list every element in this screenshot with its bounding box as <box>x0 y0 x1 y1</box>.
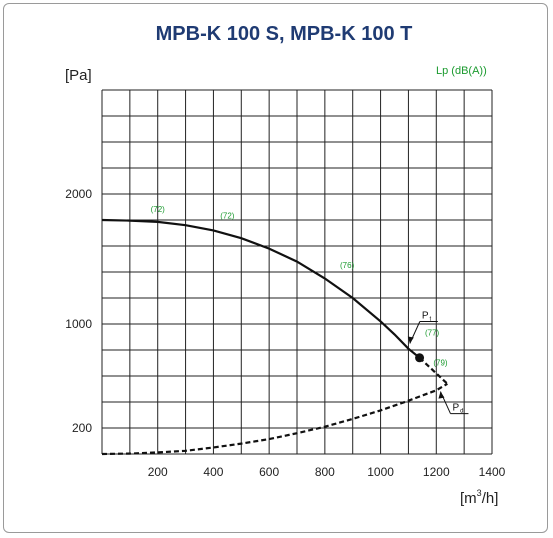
x-tick-label: 1200 <box>423 465 450 479</box>
y-tick-label: 200 <box>72 421 92 435</box>
x-tick-label: 400 <box>203 465 223 479</box>
pd-label: Pd <box>452 403 463 415</box>
pd-arrowhead <box>438 391 445 399</box>
noise-label: Lp (dB(A)) <box>436 65 487 77</box>
x-tick-label: 200 <box>148 465 168 479</box>
noise-annotation: (72) <box>151 205 166 214</box>
pt-arrowhead <box>407 336 414 344</box>
y-tick-labels: 2000 1000 200 <box>65 187 92 435</box>
operating-point <box>415 353 425 363</box>
x-tick-label: 800 <box>315 465 335 479</box>
series-pt <box>101 218 421 359</box>
y-tick-label: 2000 <box>65 187 92 201</box>
x-tick-label: 600 <box>259 465 279 479</box>
chart-title: MPB-K 100 S, MPB-K 100 T <box>156 23 413 45</box>
series-pd <box>101 382 448 456</box>
y-axis-label: [Pa] <box>65 67 92 84</box>
chart-frame <box>3 3 548 533</box>
x-tick-labels: 200 400 600 800 1000 1200 1400 <box>148 465 506 479</box>
grid <box>101 89 493 455</box>
noise-annotation: (79) <box>433 359 448 368</box>
pt-label: Pt <box>422 311 432 323</box>
y-tick-label: 1000 <box>65 317 92 331</box>
curve-markers: Pt Pd <box>407 311 469 415</box>
x-tick-label: 1400 <box>479 465 506 479</box>
curves <box>101 218 449 456</box>
noise-annotation: (76) <box>340 261 355 270</box>
x-axis-label: [m3/h] <box>460 488 498 507</box>
series-pt-dashed <box>418 356 449 385</box>
noise-annotation: (77) <box>425 329 440 338</box>
noise-annotation: (72) <box>220 212 235 221</box>
noise-annotations: (72) (72) (76) (77) (79) <box>151 205 448 367</box>
x-tick-label: 1000 <box>367 465 394 479</box>
